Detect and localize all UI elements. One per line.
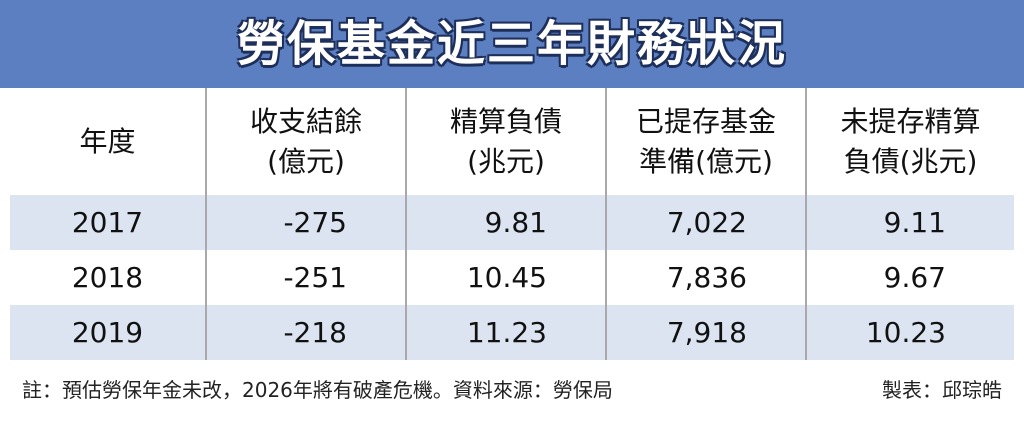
header-text: 精算負債 [449,104,562,138]
table-row: 2019 -218 11.23 7,918 10.23 [10,305,1014,360]
table-cell: 7,836 [605,250,805,305]
table-cell: 9.11 [805,195,1014,250]
table-cell: 7,918 [605,305,805,360]
footer: 註：預估勞保年金未改，2026年將有破產危機。資料來源：勞保局 製表：邱琮皓 [0,360,1024,423]
table-cell: 7,022 [605,195,805,250]
header-cell: 已提存基金準備(億元) [605,88,805,195]
header-text: (億元) [267,144,345,178]
header-text: 準備(億元) [639,144,773,178]
footer-credit: 製表：邱琮皓 [882,378,1002,402]
table-cell: -251 [205,250,405,305]
header-cell: 未提存精算負債(兆元) [805,88,1014,195]
table-cell: 2019 [71,316,144,349]
table-cell: -275 [205,195,405,250]
table-cell: 11.23 [405,305,605,360]
table: 年度 收支結餘 (億元) 精算負債 (兆元) 已提存基金 準備(億元) 未提存精算 負債(兆元)… [10,88,1014,360]
table-cell: 10.45 [405,250,605,305]
header-text: 負債(兆元) [843,144,978,178]
table-cell: -218 [205,305,405,360]
header-text: 年度 [79,124,136,158]
table-cell: 2017 [71,206,144,239]
header-cell: 收支結餘 (億元) [205,88,405,195]
header-text: (兆元) [467,144,545,178]
table-cell: 10.23 [805,305,1014,360]
table-cell: 9.81 [405,195,605,250]
header-text: 已提存基金 [635,104,776,138]
header-cell: 年度 [10,88,205,195]
table-cell: 9.67 [805,250,1014,305]
table-row: 2018 -251 10.45 7,836 9.67 [10,250,1014,305]
header-text: 收支結餘 [249,104,362,138]
footer-note: 註：預估勞保年金未改，2026年將有破產危機。資料來源：勞保局 [22,378,613,402]
header-row: 年度 收支結餘 (億元) 精算負債 (兆元) 已提存基金 準備(億元) 未提存精算 負債(兆元) [10,88,1014,195]
table-cell: 2018 [71,261,144,294]
header-cell: 精算負債 (兆元) [405,88,605,195]
title: 勞保基金近三年財務狀況 [0,0,1024,88]
table-row: 2017 -275 9.81 7,022 9.11 [10,195,1014,250]
header-text: 未提存精算 [840,104,981,138]
